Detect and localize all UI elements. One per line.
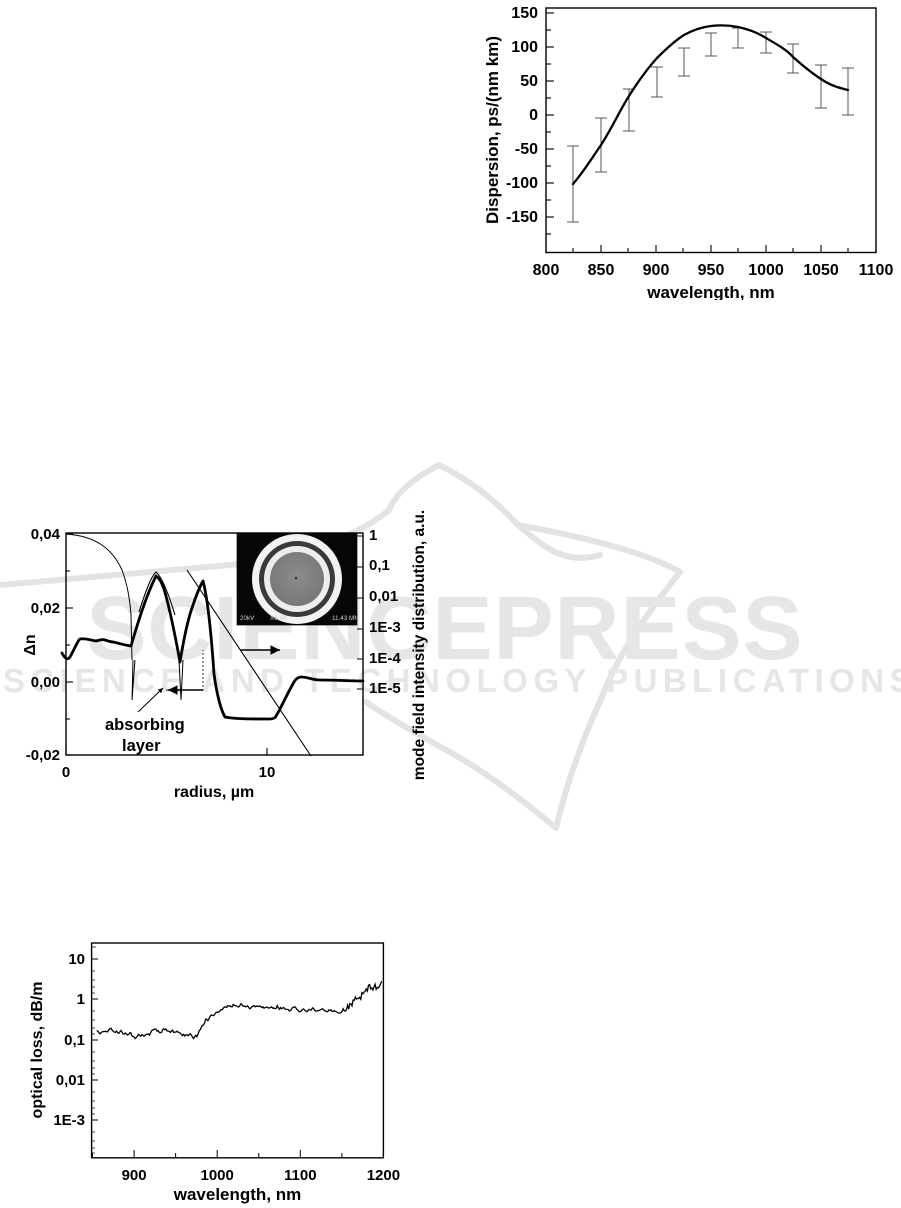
svg-text:1E-3: 1E-3 [53,1112,85,1129]
svg-text:1200: 1200 [367,1167,400,1184]
svg-text:optical loss, dB/m: optical loss, dB/m [29,982,46,1119]
svg-text:wavelength, nm: wavelength, nm [173,1185,302,1204]
svg-text:0,01: 0,01 [56,1072,85,1089]
svg-text:0,1: 0,1 [64,1032,85,1049]
svg-text:1100: 1100 [284,1167,317,1184]
svg-text:900: 900 [122,1167,147,1184]
svg-text:1: 1 [77,991,85,1008]
svg-text:1000: 1000 [201,1167,234,1184]
svg-text:10: 10 [68,951,85,968]
